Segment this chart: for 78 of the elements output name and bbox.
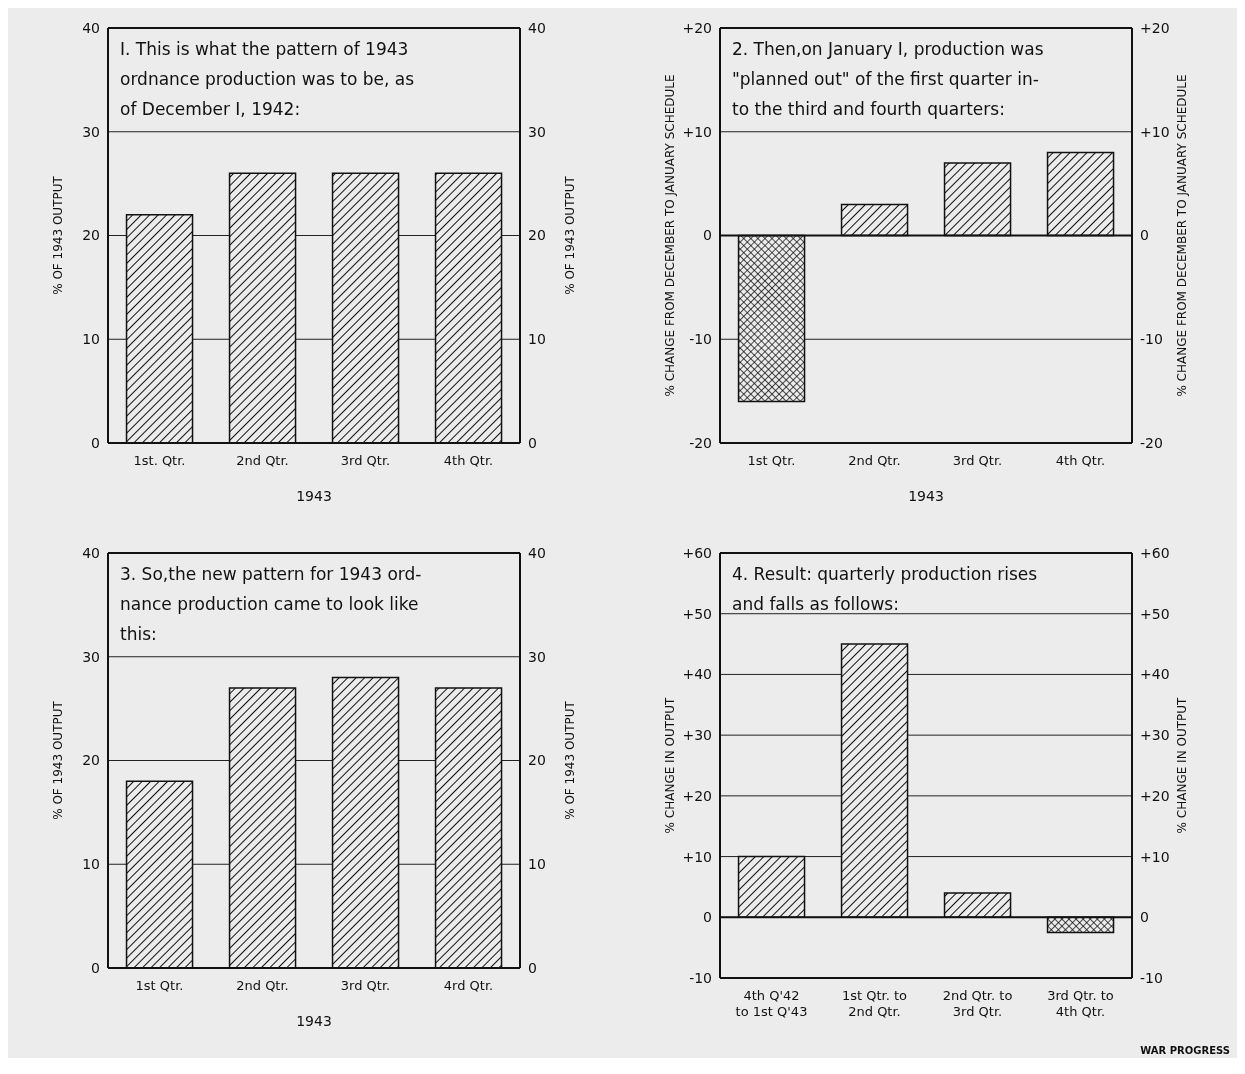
y-tick-label: 10 <box>82 331 100 348</box>
x-axis-title: 1943 <box>908 488 944 504</box>
x-tick-label: 2nd Qtr. <box>236 453 289 468</box>
text: 4. Result: quarterly production rises and falls as follows: <box>732 564 1038 614</box>
x-tick-label: 1st Qtr. <box>135 978 184 993</box>
x-tick-label: 1st Qtr. to 2nd Qtr. <box>841 988 908 1019</box>
text: 2. Then,on January I, production was "planned out" of the first quarter in- to the third and fourth quarters: <box>732 39 1044 119</box>
y-tick-label: 10 <box>82 856 100 873</box>
text: WAR PROGRESS <box>1140 1045 1230 1056</box>
y-tick-label: 30 <box>82 123 100 140</box>
x-tick-label: 2nd Qtr. <box>236 978 289 993</box>
x-tick-label: 4th Qtr. <box>1055 453 1106 468</box>
x-tick-label: 4th Q'42 to 1st Q'43 <box>735 988 808 1019</box>
y-tick-label: +10 <box>682 848 712 865</box>
y-tick-label: +40 <box>682 666 712 683</box>
y2-tick-label: 30 <box>528 123 546 140</box>
y-axis-title: % OF 1943 OUTPUT <box>51 175 66 295</box>
y-tick-label: 40 <box>82 544 100 561</box>
y2-axis-title: % OF 1943 OUTPUT <box>563 700 578 820</box>
y2-tick-label: +60 <box>1140 544 1170 561</box>
y-tick-label: 0 <box>703 227 712 244</box>
y2-tick-label: 10 <box>528 331 546 348</box>
text: I. This is what the pattern of 1943 ordnance production was to be, as of December I, 1942: <box>120 39 415 119</box>
y2-tick-label: +10 <box>1140 848 1170 865</box>
y2-tick-label: 0 <box>528 959 537 976</box>
y2-tick-label: 0 <box>528 434 537 451</box>
y2-axis-title: % CHANGE IN OUTPUT <box>1175 696 1190 834</box>
y2-tick-label: 40 <box>528 544 546 561</box>
x-tick-label: 3rd Qtr. <box>340 978 391 993</box>
x-tick-label: 4th Qtr. <box>443 453 494 468</box>
y-tick-label: +60 <box>682 544 712 561</box>
y2-tick-label: -10 <box>1140 969 1163 986</box>
x-tick-label: 3rd Qtr. to 4th Qtr. <box>1047 988 1114 1019</box>
y2-tick-label: +20 <box>1140 787 1170 804</box>
y2-tick-label: +40 <box>1140 666 1170 683</box>
y-tick-label: -10 <box>689 969 712 986</box>
y2-axis-title: % OF 1943 OUTPUT <box>563 175 578 295</box>
y2-tick-label: 20 <box>528 752 546 769</box>
y-tick-label: 0 <box>91 434 100 451</box>
y-axis-title: % CHANGE IN OUTPUT <box>663 696 678 834</box>
x-tick-label: 2nd Qtr. to 3rd Qtr. <box>942 988 1013 1019</box>
x-axis-title: 1943 <box>296 1013 332 1029</box>
y2-tick-label: +30 <box>1140 727 1170 744</box>
text: 3. So,the new pattern for 1943 ord- nance production came to look like this: <box>120 564 422 644</box>
y-tick-label: 40 <box>82 19 100 36</box>
y2-tick-label: 40 <box>528 19 546 36</box>
y-tick-label: +20 <box>682 19 712 36</box>
y-tick-label: +30 <box>682 727 712 744</box>
y-axis-title: % OF 1943 OUTPUT <box>51 700 66 820</box>
y2-tick-label: +20 <box>1140 19 1170 36</box>
y2-tick-label: +50 <box>1140 605 1170 622</box>
y2-tick-label: -10 <box>1140 331 1163 348</box>
y-tick-label: -20 <box>689 434 712 451</box>
y-tick-label: 20 <box>82 752 100 769</box>
x-axis-title: 1943 <box>296 488 332 504</box>
y-tick-label: 30 <box>82 648 100 665</box>
x-tick-label: 3rd Qtr. <box>340 453 391 468</box>
y-tick-label: -10 <box>689 331 712 348</box>
y2-axis-title: % CHANGE FROM DECEMBER TO JANUARY SCHEDULE <box>1175 74 1190 397</box>
x-tick-label: 3rd Qtr. <box>952 453 1003 468</box>
y2-tick-label: 0 <box>1140 227 1149 244</box>
y-tick-label: 0 <box>703 909 712 926</box>
y2-tick-label: 30 <box>528 648 546 665</box>
y-tick-label: 0 <box>91 959 100 976</box>
x-tick-label: 2nd Qtr. <box>848 453 901 468</box>
y-tick-label: +20 <box>682 787 712 804</box>
y2-tick-label: +10 <box>1140 123 1170 140</box>
y2-tick-label: 20 <box>528 227 546 244</box>
y-axis-title: % CHANGE FROM DECEMBER TO JANUARY SCHEDULE <box>663 74 678 397</box>
y-tick-label: +10 <box>682 123 712 140</box>
y-tick-label: +50 <box>682 605 712 622</box>
y2-tick-label: -20 <box>1140 434 1163 451</box>
x-tick-label: 4rd Qtr. <box>443 978 494 993</box>
y2-tick-label: 0 <box>1140 909 1149 926</box>
y2-tick-label: 10 <box>528 856 546 873</box>
x-tick-label: 1st Qtr. <box>747 453 796 468</box>
y-tick-label: 20 <box>82 227 100 244</box>
x-tick-label: 1st. Qtr. <box>133 453 186 468</box>
